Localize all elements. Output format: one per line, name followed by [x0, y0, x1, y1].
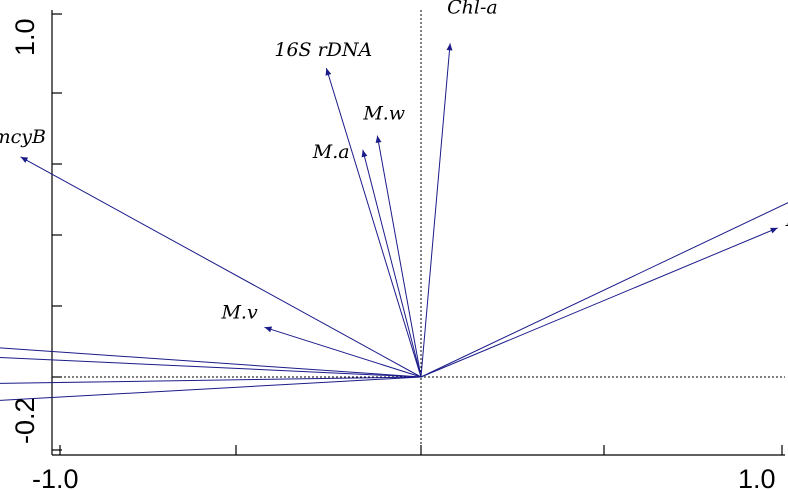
vector-m-i: [420, 227, 778, 378]
vector-mcyb-16s-rdna: [0, 347, 422, 378]
vector-arrowhead: [264, 326, 273, 333]
vector-arrowhead: [325, 68, 332, 76]
vector-label-m-i: M.i: [785, 209, 788, 231]
vector-16s-rdna: [325, 68, 422, 378]
y-tick-label-min: -0.2: [10, 397, 40, 444]
vector-m-a: [361, 149, 422, 378]
vector-line: [0, 376, 422, 401]
vector-line: [0, 376, 422, 384]
axis-ticks: [52, 13, 783, 455]
vector-m-w: [375, 135, 422, 378]
vector-arrowhead: [361, 149, 368, 158]
vector-label-m-v: M.v: [220, 301, 257, 323]
vector-mcs: [0, 376, 422, 384]
plot-frame: [51, 10, 785, 456]
vector-arrows: [0, 43, 788, 401]
vector-arrowhead: [770, 227, 778, 234]
vector-line: [376, 135, 422, 378]
vector-line: [264, 326, 422, 378]
vector-line: [0, 347, 422, 378]
vector-line: [420, 227, 778, 378]
vector-mc-rr: [0, 376, 422, 401]
vector-mcyb: [20, 156, 422, 378]
vector-line: [325, 68, 422, 378]
vector-line: [420, 202, 788, 378]
vector-label-chl-a: Chl-a: [447, 0, 498, 18]
y-tick-label-max: 1.0: [10, 18, 40, 56]
vector-line: [0, 356, 422, 378]
x-tick-label-max: 1.0: [738, 464, 776, 490]
vector-m-v: [264, 326, 422, 378]
vector-line: [20, 156, 422, 378]
vector-mc-lr: [0, 356, 422, 378]
vector-label-m-a: M.a: [312, 141, 350, 163]
vector-label-16s-rdna: 16S rDNA: [274, 39, 372, 61]
vector-label-m-w: M.w: [362, 103, 405, 125]
axis-tick-labels: -1.0 1.0 -0.2 1.0: [10, 18, 776, 490]
vector-arrowhead: [375, 135, 382, 144]
vector-arrowhead: [446, 43, 453, 51]
vector-arrowhead: [20, 156, 29, 163]
vector-m-f: [420, 202, 788, 378]
vector-chl-a: [420, 43, 453, 378]
vector-line: [420, 43, 451, 378]
x-tick-label-min: -1.0: [32, 464, 79, 490]
vector-label-mcyb: mcyB: [0, 126, 46, 148]
vector-line: [362, 149, 422, 378]
